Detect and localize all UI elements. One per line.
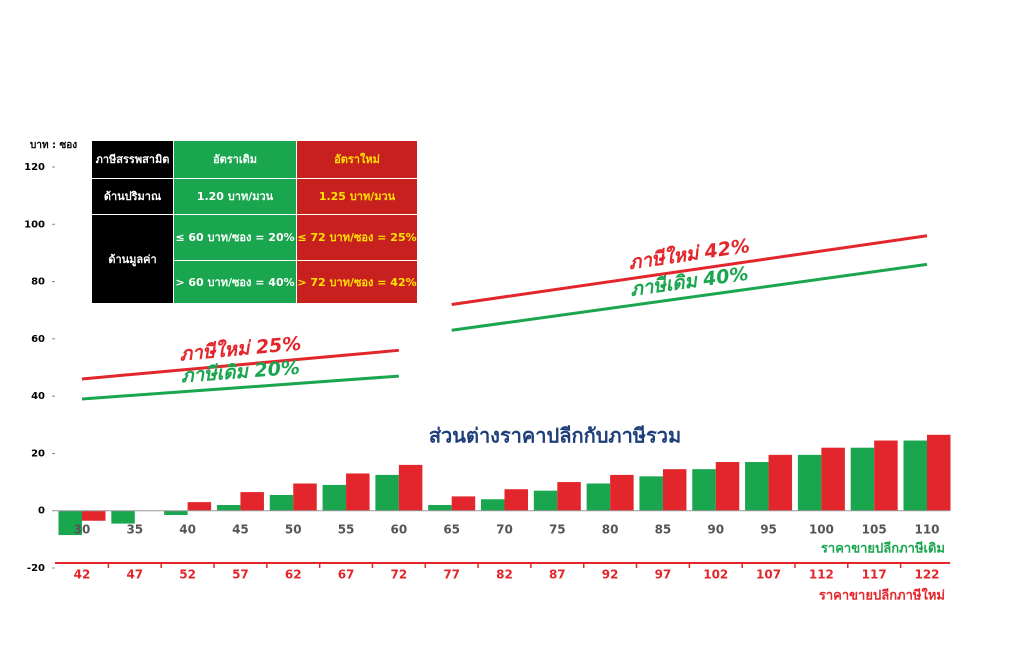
x2-tick-label: 122 xyxy=(914,568,939,582)
x-tick-label: 70 xyxy=(496,523,513,537)
bar xyxy=(557,482,581,511)
y-tick-label: 120 xyxy=(24,162,45,173)
bar xyxy=(662,469,687,511)
table-cell: ≤ 60 บาท/ซอง = 20% xyxy=(173,214,297,261)
x-tick-label: 35 xyxy=(126,523,143,537)
bar xyxy=(850,447,875,511)
table-cell: > 72 บาท/ซอง = 42% xyxy=(296,260,418,304)
bar xyxy=(481,499,505,511)
bar xyxy=(768,454,793,511)
table-cell: 1.25 บาท/มวน xyxy=(296,178,418,215)
trend-line xyxy=(81,374,399,401)
x-tick-label: 100 xyxy=(809,523,834,537)
table-cell: 1.20 บาท/มวน xyxy=(173,178,297,215)
bar xyxy=(240,492,264,511)
x-axis-label: ราคาขายปลีกภาษีเดิม xyxy=(821,541,945,557)
x2-tick-label: 82 xyxy=(496,568,513,582)
bar xyxy=(428,504,452,511)
table-cell: ด้านมูลค่า xyxy=(91,214,174,304)
bar xyxy=(745,462,769,511)
x-tick-label: 105 xyxy=(862,523,887,537)
bar xyxy=(322,484,347,511)
bar xyxy=(874,440,898,511)
y-tick-label: 100 xyxy=(24,219,45,230)
bar xyxy=(82,510,106,521)
x-tick-label: 40 xyxy=(179,523,196,537)
x-tick-label: 75 xyxy=(549,523,566,537)
bar xyxy=(692,469,716,511)
tax-table: ภาษีสรรพสามิต อัตราเดิม อัตราใหม่ ด้านปริม… xyxy=(91,140,418,304)
bar xyxy=(375,474,399,511)
x2-tick-label: 97 xyxy=(655,568,672,582)
table-header: อัตราเดิม xyxy=(173,140,297,179)
x-tick-label: 30 xyxy=(74,523,91,537)
bar xyxy=(639,476,663,511)
x-tick-label: 110 xyxy=(914,523,939,537)
y-tick-label: 60 xyxy=(31,334,45,345)
bar xyxy=(164,510,188,516)
table-cell: ≤ 72 บาท/ซอง = 25% xyxy=(296,214,418,261)
table-cell: > 60 บาท/ซอง = 40% xyxy=(173,260,297,304)
bar xyxy=(715,462,740,511)
x2-tick-label: 67 xyxy=(338,568,355,582)
x-tick-label: 85 xyxy=(655,523,672,537)
x-tick-label: 55 xyxy=(338,523,355,537)
bar xyxy=(293,483,317,511)
bar xyxy=(398,464,423,511)
x-tick-label: 45 xyxy=(232,523,249,537)
table-cell: ด้านปริมาณ xyxy=(91,178,174,215)
bar xyxy=(821,447,845,511)
x-tick-label: 80 xyxy=(602,523,619,537)
x2-tick-label: 57 xyxy=(232,568,249,582)
x-tick-label: 60 xyxy=(391,523,408,537)
bar xyxy=(269,494,294,511)
x2-tick-label: 52 xyxy=(179,568,196,582)
y-tick-label: 20 xyxy=(31,448,45,459)
bar xyxy=(504,489,528,511)
bar xyxy=(187,502,212,511)
x2-axis-label: ราคาขายปลีกภาษีใหม่ xyxy=(819,587,945,604)
bar xyxy=(533,490,558,511)
bar xyxy=(451,496,476,511)
y-tick-label: -20 xyxy=(27,563,45,574)
y-tick-label: 80 xyxy=(31,277,45,288)
bar xyxy=(58,510,82,536)
x2-tick-label: 107 xyxy=(756,568,781,582)
y-tick-label: 40 xyxy=(31,391,45,402)
chart-title: ส่วนต่างราคาปลีกกับภาษีรวม xyxy=(429,424,681,448)
table-header: อัตราใหม่ xyxy=(296,140,418,179)
bar xyxy=(586,483,611,511)
y-tick-label: 0 xyxy=(38,506,45,517)
x2-tick-label: 87 xyxy=(549,568,566,582)
x2-tick-label: 42 xyxy=(74,568,91,582)
x2-tick-label: 72 xyxy=(391,568,408,582)
x2-tick-label: 77 xyxy=(443,568,460,582)
x-tick-label: 50 xyxy=(285,523,302,537)
trend-line xyxy=(451,262,928,332)
x2-tick-label: 47 xyxy=(126,568,143,582)
y-axis-label: บาท : ซอง xyxy=(30,140,77,151)
x-tick-label: 95 xyxy=(760,523,777,537)
x2-tick-label: 92 xyxy=(602,568,619,582)
bar xyxy=(927,434,951,511)
bar xyxy=(610,474,634,511)
bar xyxy=(346,473,370,511)
bar xyxy=(903,440,927,511)
x-tick-label: 65 xyxy=(443,523,460,537)
bar xyxy=(797,454,822,511)
trend-line xyxy=(451,234,928,306)
x2-tick-label: 102 xyxy=(703,568,728,582)
trend-line xyxy=(81,348,400,381)
bar xyxy=(216,504,241,511)
x2-tick-label: 62 xyxy=(285,568,302,582)
bar xyxy=(111,510,135,524)
x2-tick-label: 117 xyxy=(862,568,887,582)
x2-tick-label: 112 xyxy=(809,568,834,582)
table-header: ภาษีสรรพสามิต xyxy=(91,140,174,179)
x-tick-label: 90 xyxy=(707,523,724,537)
